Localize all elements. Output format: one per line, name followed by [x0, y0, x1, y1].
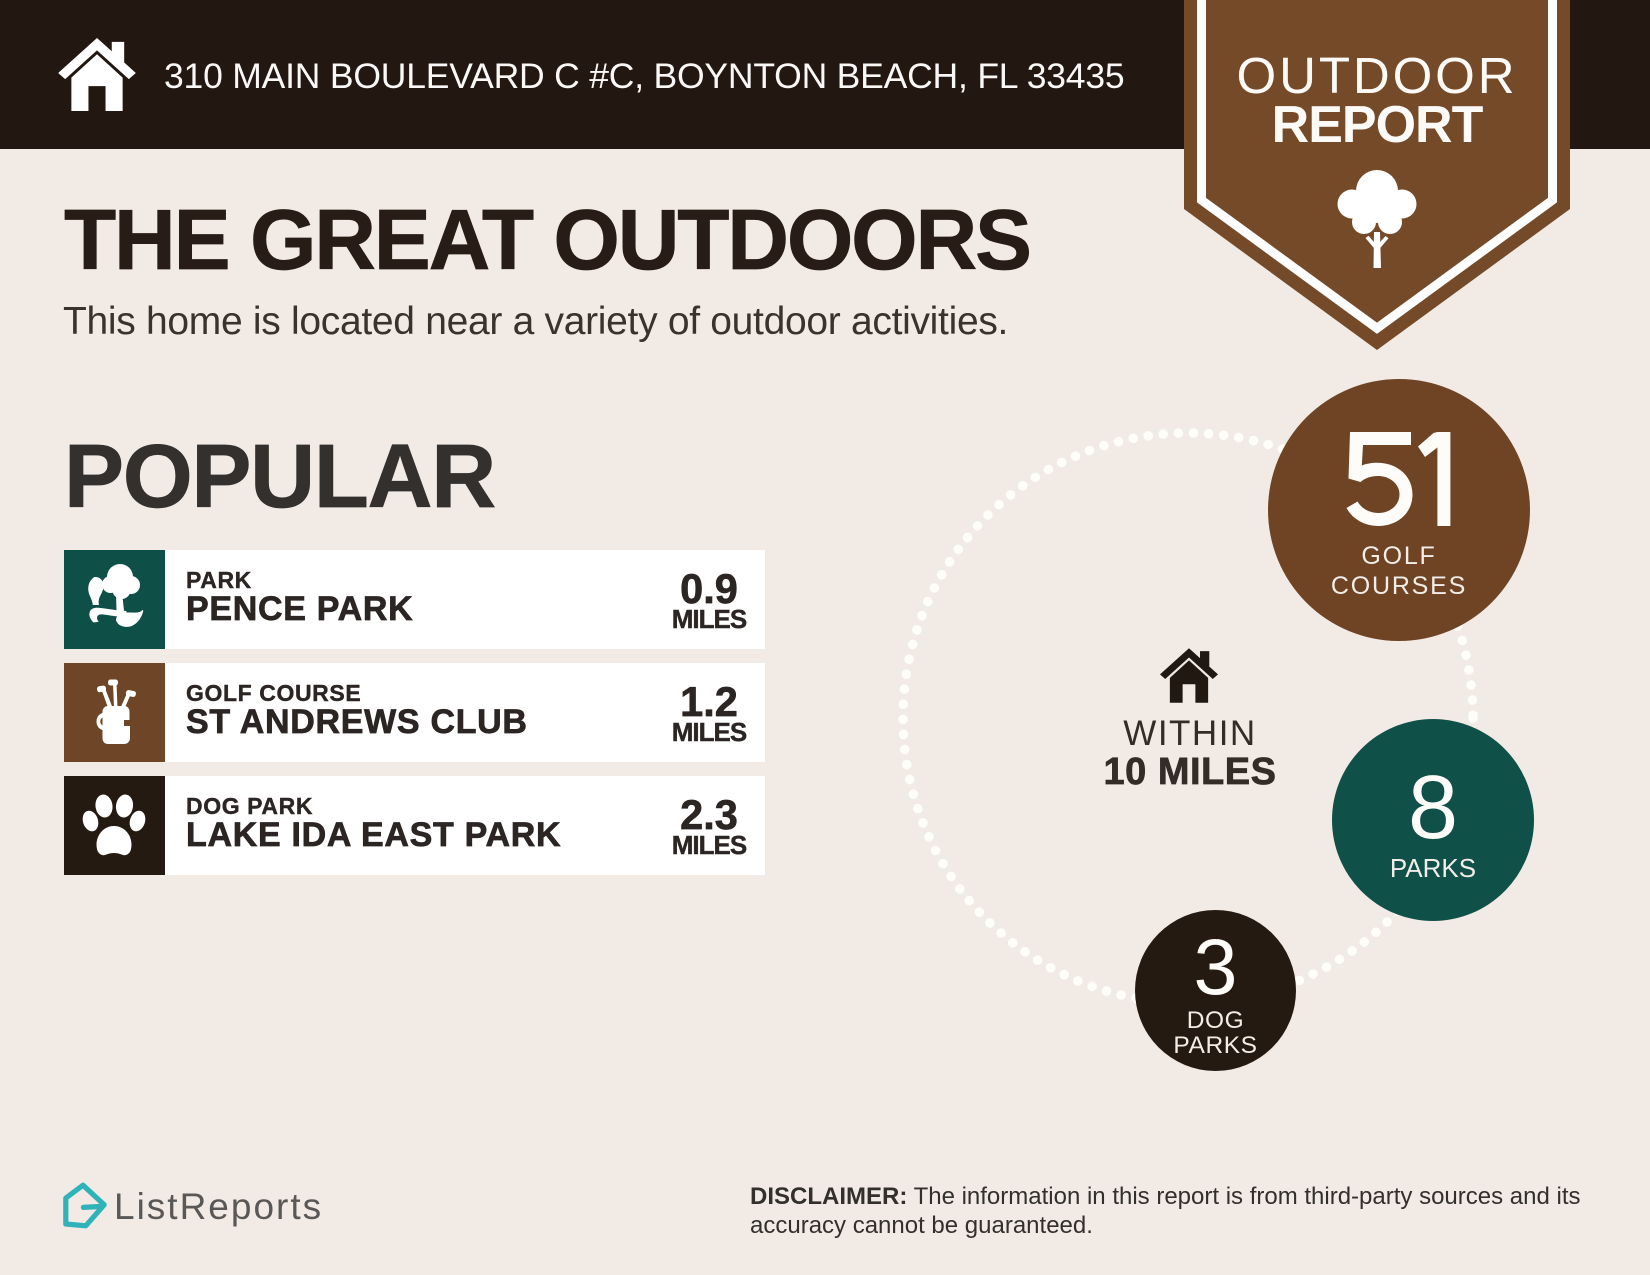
svg-text:OUTDOOR: OUTDOOR	[1237, 47, 1518, 104]
svg-text:REPORT: REPORT	[1272, 96, 1484, 154]
